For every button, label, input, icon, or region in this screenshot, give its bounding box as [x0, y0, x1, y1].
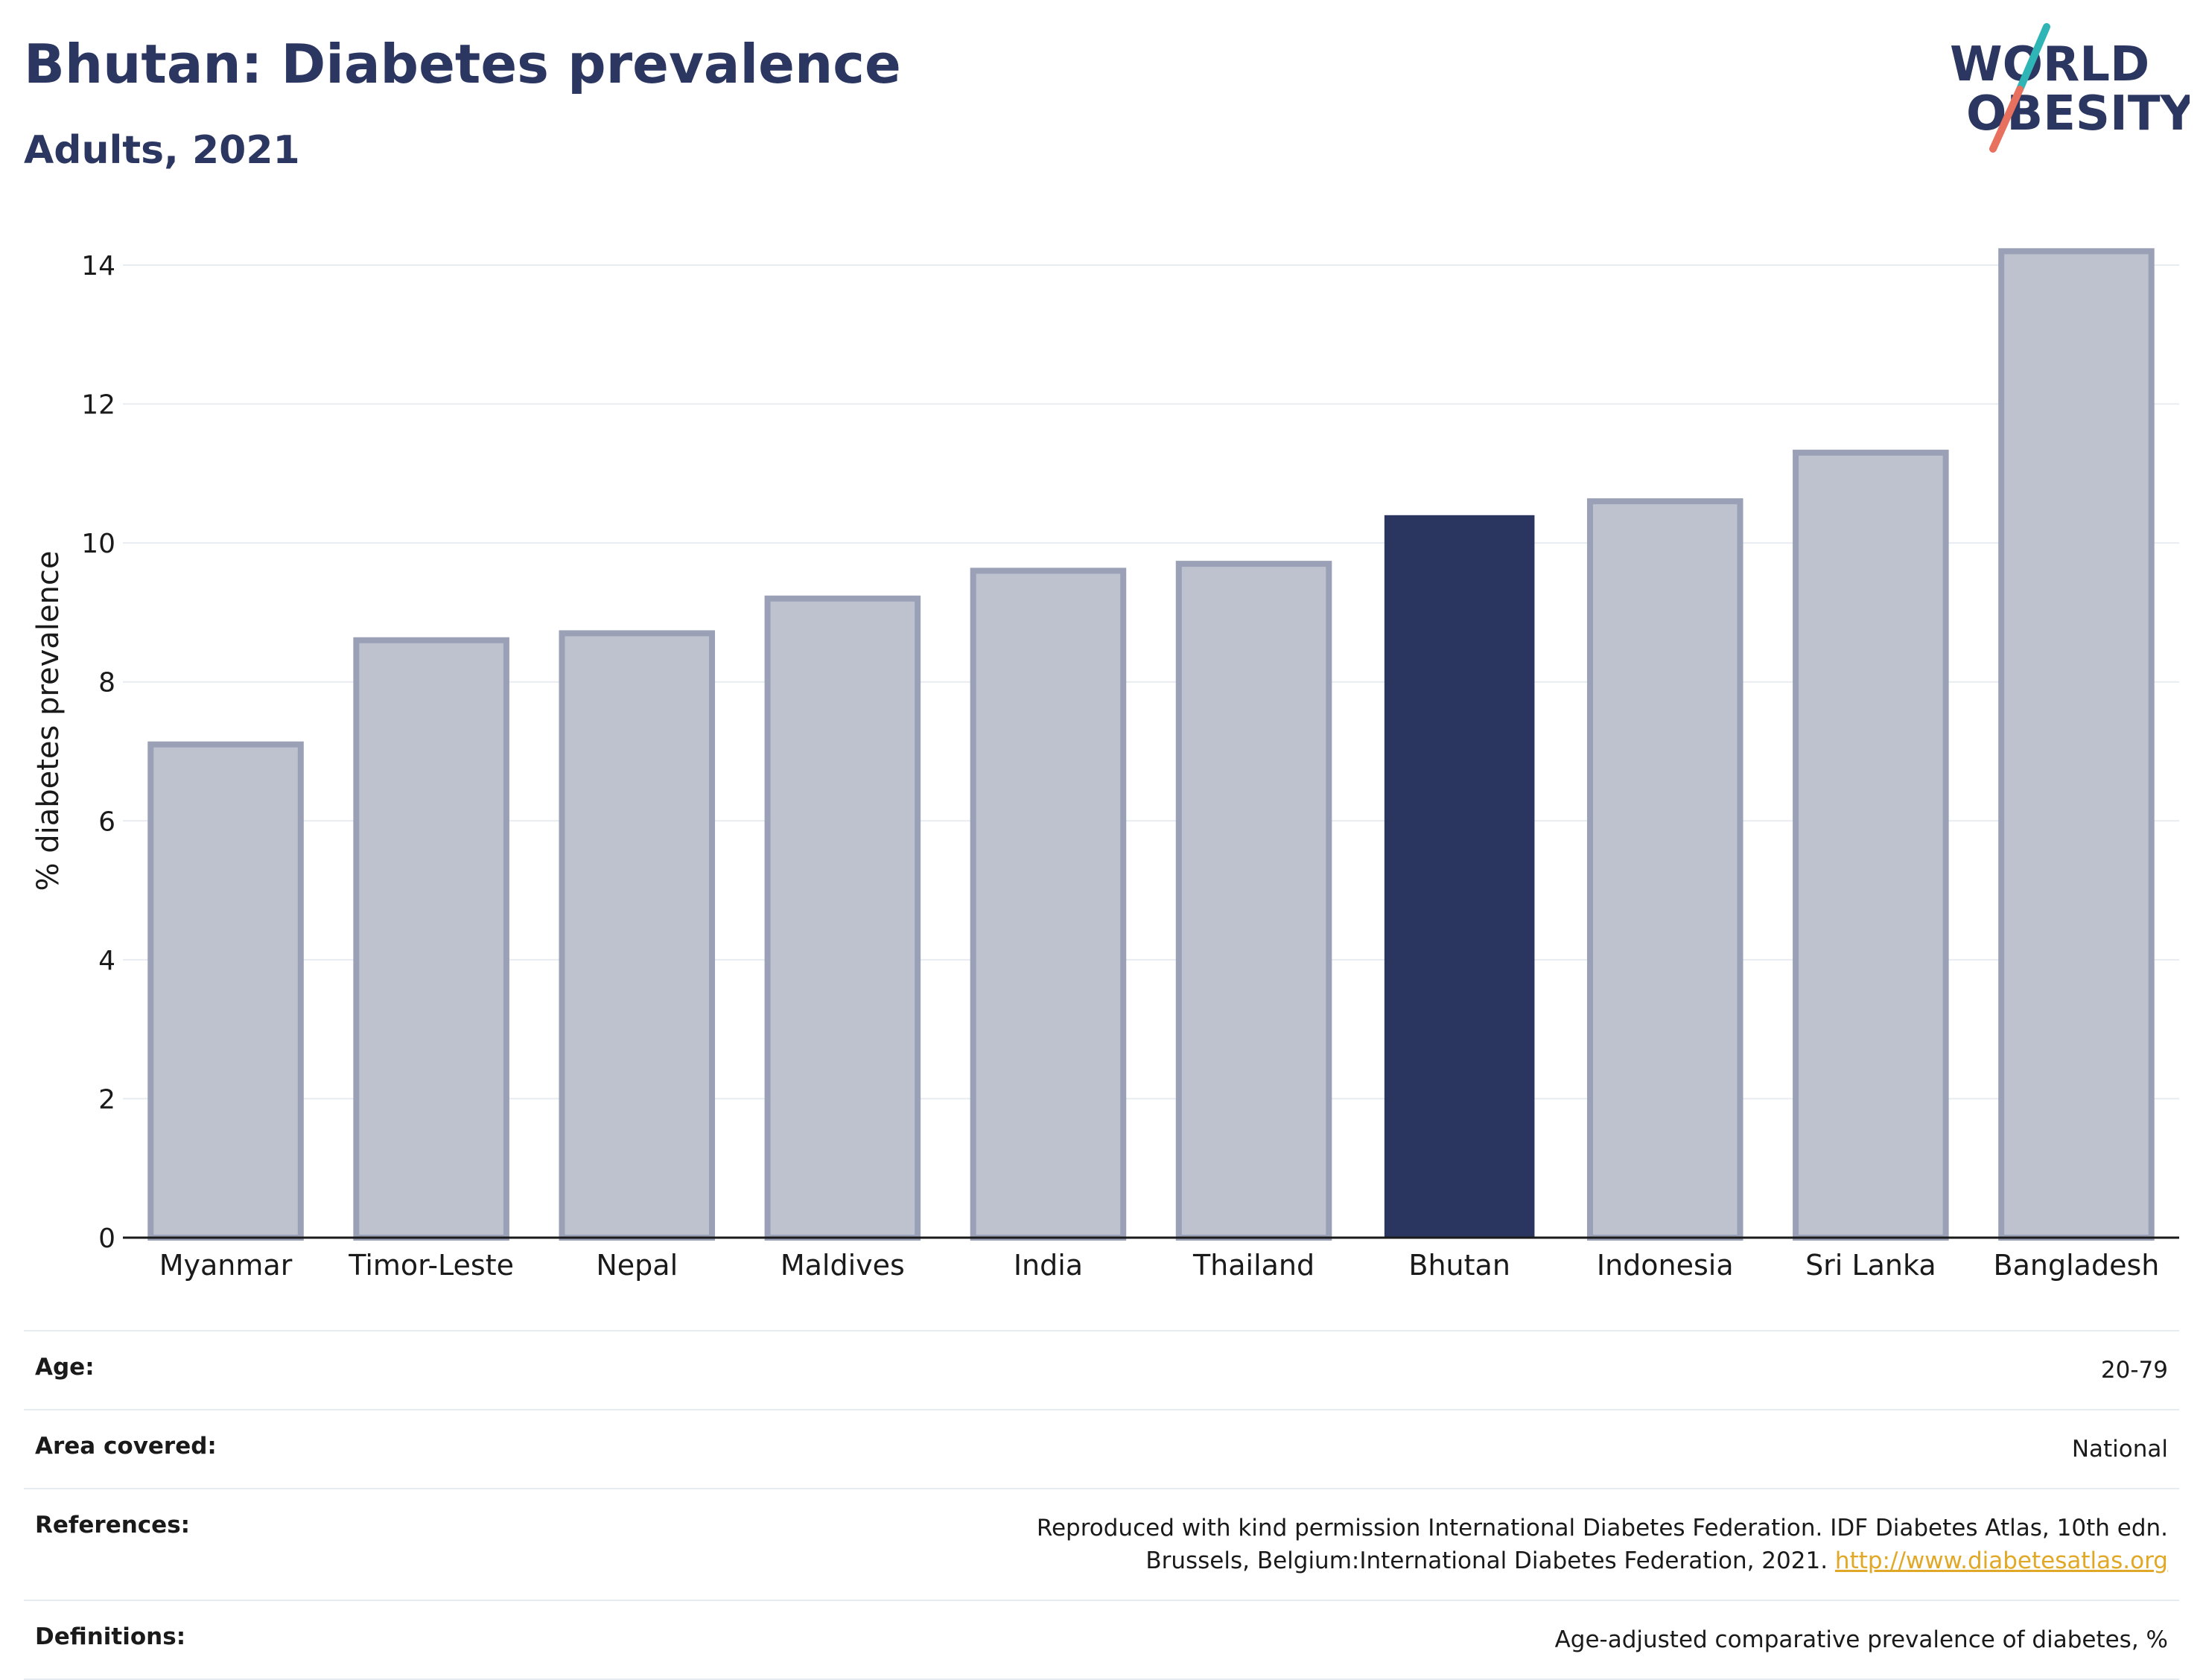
y-tick-label: 4: [98, 946, 115, 976]
y-tick-label: 8: [98, 668, 115, 699]
age-value: 20-79: [2100, 1357, 2168, 1384]
x-tick-label: Timor-Leste: [348, 1249, 514, 1282]
x-tick-label: Thailand: [1192, 1249, 1315, 1282]
bar-chart: 0 2 4 6 8 10 12 14 Myanmar Timor-Leste Nepal Maldiv…: [31, 248, 2179, 1282]
definitions-label: Definitions:: [35, 1623, 186, 1650]
x-tick-label: Nepal: [596, 1249, 678, 1282]
page-title: Bhutan: Diabetes prevalence: [24, 33, 901, 95]
logo-line-world: WORLD: [1950, 37, 2149, 92]
info-row-references: References: Reproduced with kind permiss…: [24, 1489, 2179, 1600]
references-label: References:: [35, 1512, 191, 1539]
x-tick-label: Bangladesh: [1994, 1249, 2160, 1282]
page-subtitle: Adults, 2021: [24, 128, 300, 173]
y-tick-label: 10: [81, 529, 115, 559]
definitions-value: Age-adjusted comparative prevalence of d…: [1554, 1626, 2168, 1653]
x-tick-label: India: [1014, 1249, 1083, 1282]
logo-slash-teal: [2016, 23, 2050, 93]
area-value: National: [2071, 1436, 2168, 1463]
info-row-definitions: Definitions: Age-adjusted comparative pr…: [24, 1600, 2179, 1679]
x-tick-label: Maldives: [781, 1249, 905, 1282]
bar-bangladesh: [1998, 248, 2155, 1241]
bar-indonesia: [1586, 498, 1743, 1241]
y-axis-title: % diabetes prevalence: [31, 550, 66, 891]
references-value: Reproduced with kind permission Internat…: [359, 1489, 2179, 1600]
x-tick-label: Bhutan: [1408, 1249, 1510, 1282]
bars: [147, 248, 2155, 1241]
bar-bhutan: [1384, 515, 1535, 1238]
bar-thailand: [1175, 561, 1332, 1241]
info-row-age: Age: 20-79: [24, 1331, 2179, 1410]
y-tick-label: 12: [81, 390, 115, 421]
age-label: Age:: [35, 1354, 95, 1381]
y-tick-label: 0: [98, 1224, 115, 1254]
axes: 0 2 4 6 8 10 12 14 Myanmar Timor-Leste Nepal Maldiv…: [81, 251, 2179, 1282]
x-tick-label: Indonesia: [1597, 1249, 1734, 1282]
bar-nepal: [559, 630, 716, 1241]
bar-maldives: [764, 595, 921, 1241]
bar-myanmar: [147, 741, 304, 1241]
info-table: Age: 20-79 Area covered: National Refere…: [24, 1330, 2179, 1680]
world-obesity-logo: WORLD OBESITY: [1950, 23, 2190, 153]
references-link[interactable]: http://www.diabetesatlas.org: [1834, 1547, 2168, 1574]
y-tick-label: 14: [81, 251, 115, 281]
x-tick-label: Myanmar: [159, 1249, 293, 1282]
references-text: Reproduced with kind permission Internat…: [1036, 1515, 2168, 1574]
y-tick-label: 2: [98, 1084, 115, 1115]
bar-sri-lanka: [1793, 449, 1949, 1241]
info-row-area: Area covered: National: [24, 1410, 2179, 1489]
x-tick-label: Sri Lanka: [1805, 1249, 1936, 1282]
bar-india: [970, 567, 1127, 1241]
y-tick-label: 6: [98, 806, 115, 837]
logo-slash-coral: [1989, 86, 2024, 153]
area-label: Area covered:: [35, 1433, 217, 1460]
bar-timor-leste: [353, 637, 509, 1241]
